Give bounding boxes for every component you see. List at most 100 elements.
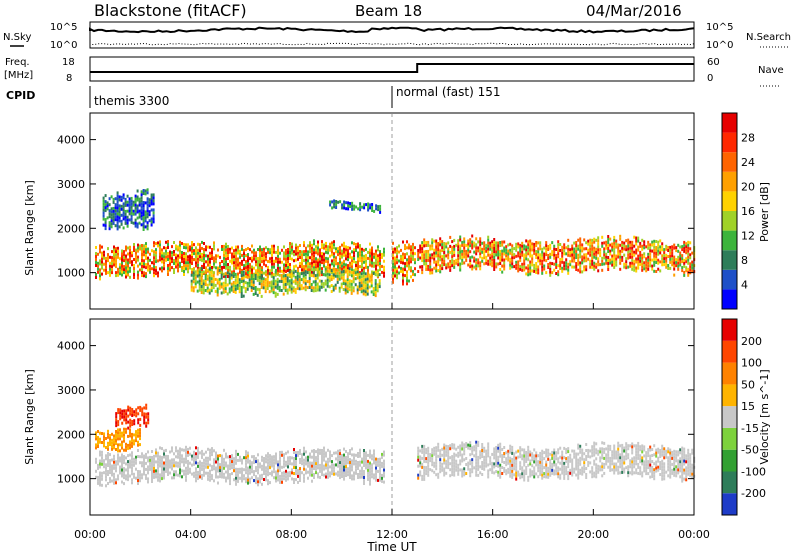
echo-cell — [533, 460, 536, 464]
echo-cell — [185, 267, 187, 271]
echo-cell — [242, 270, 245, 274]
echo-cell — [121, 471, 123, 475]
echo-cell — [493, 462, 496, 466]
echo-cell — [323, 464, 325, 468]
echo-cell — [427, 258, 430, 262]
echo-cell — [171, 254, 173, 258]
echo-cell — [193, 474, 195, 478]
echo-cell — [499, 262, 502, 265]
echo-cell — [290, 290, 293, 294]
echo-cell — [348, 285, 351, 289]
echo-cell — [625, 442, 628, 446]
echo-cell — [591, 262, 594, 266]
echo-cell — [631, 445, 634, 449]
echo-cell — [593, 267, 596, 271]
echo-cell — [273, 244, 275, 248]
echo-cell — [551, 250, 554, 254]
echo-cell — [318, 267, 321, 271]
echo-cell — [238, 284, 241, 288]
echo-cell — [533, 263, 536, 267]
echo-cell — [371, 261, 373, 265]
echo-cell — [410, 269, 412, 273]
echo-cell — [116, 191, 119, 195]
echo-cell — [400, 260, 402, 264]
echo-cell — [581, 246, 584, 250]
echo-cell — [281, 471, 283, 475]
echo-cell — [355, 468, 357, 472]
echo-cell — [437, 251, 440, 254]
echo-cell — [145, 251, 147, 255]
echo-cell — [355, 471, 357, 475]
echo-cell — [551, 253, 554, 257]
echo-cell — [273, 467, 275, 471]
echo-cell — [299, 244, 301, 247]
echo-cell — [183, 472, 185, 476]
echo-cell — [414, 273, 416, 277]
echo-cell — [499, 259, 502, 262]
echo-cell — [327, 475, 329, 479]
echo-cell — [625, 454, 628, 458]
echo-cell — [461, 261, 464, 265]
echo-cell — [239, 476, 241, 480]
echo-cell — [525, 454, 528, 457]
echo-cell — [302, 274, 305, 278]
echo-cell — [361, 268, 363, 272]
echo-cell — [152, 202, 155, 206]
echo-cell — [321, 449, 323, 452]
echo-cell — [301, 456, 303, 460]
echo-cell — [671, 257, 674, 261]
echo-cell — [355, 246, 357, 249]
echo-cell — [247, 451, 249, 455]
echo-cell — [167, 264, 169, 267]
echo-cell — [224, 275, 227, 279]
echo-cell — [309, 470, 311, 474]
echo-cell — [267, 470, 269, 474]
echo-cell — [330, 275, 333, 278]
echo-cell — [295, 478, 297, 482]
echo-cell — [340, 273, 343, 277]
echo-cell — [143, 265, 145, 269]
echo-cell — [653, 260, 656, 264]
echo-cell — [224, 281, 227, 285]
echo-cell — [367, 205, 370, 209]
echo-cell — [597, 239, 600, 243]
echo-cell — [392, 277, 394, 281]
echo-cell — [303, 452, 305, 456]
echo-cell — [459, 459, 462, 463]
echo-cell — [559, 249, 562, 252]
echo-cell — [183, 270, 185, 273]
echo-cell — [347, 255, 349, 259]
echo-cell — [381, 461, 383, 465]
echo-cell — [651, 264, 654, 268]
echo-cell — [431, 268, 434, 272]
echo-cell — [519, 473, 522, 477]
colorbar-tick-label: 20 — [741, 181, 755, 194]
echo-cell — [485, 261, 488, 265]
echo-cell — [136, 195, 139, 199]
echo-cell — [581, 457, 584, 461]
echo-cell — [519, 455, 522, 459]
echo-cell — [247, 253, 249, 256]
echo-cell — [271, 455, 273, 459]
echo-cell — [124, 221, 127, 225]
echo-cell — [381, 476, 383, 480]
echo-cell — [325, 265, 327, 269]
echo-cell — [167, 461, 169, 464]
echo-cell — [342, 270, 345, 273]
echo-cell — [99, 465, 101, 469]
echo-cell — [247, 460, 249, 464]
echo-cell — [287, 266, 289, 269]
echo-cell — [471, 243, 474, 247]
echo-cell — [249, 269, 251, 273]
echo-cell — [581, 454, 584, 458]
echo-cell — [519, 249, 522, 253]
echo-cell — [237, 473, 239, 477]
echo-cell — [123, 259, 125, 263]
echo-cell — [197, 251, 199, 255]
echo-cell — [569, 468, 572, 472]
echo-cell — [299, 449, 301, 452]
echo-cell — [208, 282, 211, 286]
echo-cell — [105, 457, 107, 461]
echo-cell — [487, 253, 490, 257]
echo-cell — [226, 283, 229, 287]
